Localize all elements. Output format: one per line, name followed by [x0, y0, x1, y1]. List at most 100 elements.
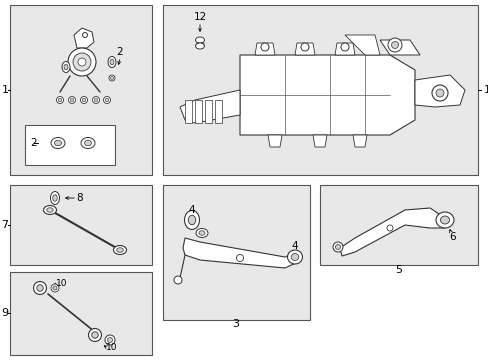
Ellipse shape	[109, 75, 115, 81]
Text: 6: 6	[449, 232, 455, 242]
Polygon shape	[74, 28, 94, 48]
Ellipse shape	[68, 96, 75, 104]
Ellipse shape	[88, 328, 102, 342]
Circle shape	[174, 276, 182, 284]
Ellipse shape	[107, 338, 112, 342]
Polygon shape	[184, 100, 192, 123]
Ellipse shape	[54, 140, 61, 146]
Ellipse shape	[34, 282, 46, 294]
Text: 8: 8	[77, 193, 83, 203]
Ellipse shape	[50, 192, 60, 204]
Ellipse shape	[64, 64, 68, 70]
Circle shape	[431, 85, 447, 101]
Ellipse shape	[113, 246, 126, 255]
Polygon shape	[240, 55, 414, 135]
Ellipse shape	[81, 96, 87, 104]
Polygon shape	[267, 135, 282, 147]
Text: 2: 2	[117, 47, 123, 57]
Bar	[10, 185, 152, 265]
Circle shape	[301, 43, 308, 51]
Bar	[319, 185, 477, 265]
Ellipse shape	[105, 335, 115, 345]
Circle shape	[78, 58, 86, 66]
Text: 9: 9	[1, 308, 9, 318]
Ellipse shape	[43, 206, 57, 215]
Text: 10: 10	[56, 279, 68, 288]
Ellipse shape	[94, 98, 98, 102]
Polygon shape	[183, 238, 297, 268]
Polygon shape	[352, 135, 366, 147]
Circle shape	[261, 43, 268, 51]
Circle shape	[73, 53, 91, 71]
Text: 7: 7	[1, 220, 9, 230]
Circle shape	[387, 38, 401, 52]
Polygon shape	[294, 43, 314, 55]
Text: 5: 5	[395, 265, 402, 275]
Ellipse shape	[291, 253, 298, 261]
Polygon shape	[334, 43, 354, 55]
Polygon shape	[254, 43, 274, 55]
Polygon shape	[339, 208, 444, 256]
Polygon shape	[180, 90, 240, 123]
Ellipse shape	[84, 140, 91, 146]
Bar	[163, 5, 477, 175]
Ellipse shape	[195, 43, 204, 49]
Ellipse shape	[53, 195, 57, 201]
Ellipse shape	[335, 244, 340, 249]
Polygon shape	[379, 40, 419, 55]
Bar	[10, 5, 152, 175]
Ellipse shape	[332, 242, 342, 252]
Ellipse shape	[103, 96, 110, 104]
Polygon shape	[215, 100, 222, 123]
Ellipse shape	[47, 208, 53, 212]
Text: 4: 4	[188, 205, 195, 215]
Ellipse shape	[57, 96, 63, 104]
Ellipse shape	[196, 229, 207, 238]
Ellipse shape	[92, 332, 98, 338]
Ellipse shape	[110, 59, 114, 65]
Polygon shape	[414, 75, 464, 107]
Ellipse shape	[440, 216, 448, 224]
Bar	[163, 185, 309, 320]
Ellipse shape	[105, 98, 108, 102]
Ellipse shape	[51, 284, 59, 292]
Circle shape	[340, 43, 348, 51]
Text: 2: 2	[30, 138, 37, 148]
Text: 1: 1	[1, 85, 8, 95]
Ellipse shape	[82, 98, 85, 102]
Circle shape	[386, 225, 392, 231]
Text: 12: 12	[193, 12, 206, 22]
Circle shape	[236, 255, 243, 261]
Ellipse shape	[81, 138, 95, 148]
Polygon shape	[204, 100, 212, 123]
Ellipse shape	[70, 98, 74, 102]
Polygon shape	[195, 100, 202, 123]
Ellipse shape	[188, 215, 195, 225]
Circle shape	[68, 48, 96, 76]
Ellipse shape	[110, 77, 113, 80]
Text: 4: 4	[291, 241, 298, 251]
Bar	[25, 125, 115, 165]
Text: 3: 3	[232, 319, 239, 329]
Ellipse shape	[184, 211, 199, 230]
Ellipse shape	[287, 250, 302, 264]
Text: 10: 10	[106, 343, 118, 352]
Ellipse shape	[199, 231, 204, 235]
Text: 11: 11	[483, 85, 488, 95]
Bar	[10, 272, 152, 355]
Ellipse shape	[117, 248, 123, 252]
Ellipse shape	[62, 62, 70, 72]
Ellipse shape	[51, 138, 65, 148]
Ellipse shape	[58, 98, 61, 102]
Ellipse shape	[37, 285, 43, 291]
Ellipse shape	[195, 37, 204, 43]
Circle shape	[391, 41, 398, 49]
Polygon shape	[345, 35, 379, 55]
Circle shape	[82, 32, 87, 37]
Circle shape	[435, 89, 443, 97]
Polygon shape	[312, 135, 326, 147]
Ellipse shape	[53, 286, 57, 290]
Ellipse shape	[435, 212, 453, 228]
Ellipse shape	[92, 96, 99, 104]
Ellipse shape	[108, 57, 116, 68]
